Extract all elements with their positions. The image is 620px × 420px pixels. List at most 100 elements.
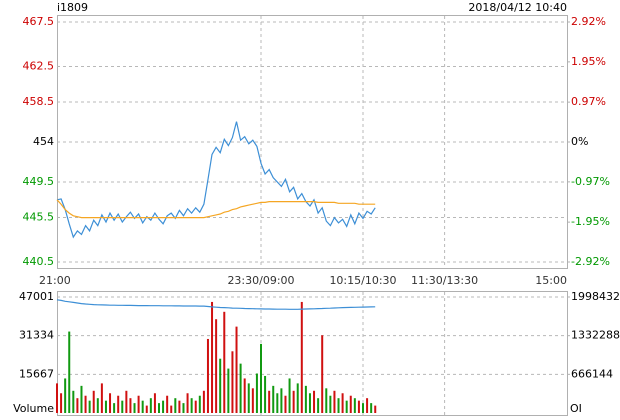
y2-tick-label: 1998432 [571, 290, 620, 303]
y-tick-label: 458.5 [23, 95, 55, 108]
volume-bar [304, 385, 307, 413]
volume-bar [162, 400, 165, 413]
volume-bar [211, 301, 214, 413]
volume-bar [353, 398, 356, 413]
volume-bar [158, 403, 160, 413]
volume-bar [113, 403, 116, 413]
volume-bar [182, 403, 185, 413]
volume-bar [284, 395, 287, 413]
volume-frame [57, 291, 568, 416]
volume-bar [223, 311, 226, 413]
y2-tick-label: 0.97% [571, 95, 606, 108]
volume-bar [137, 395, 140, 413]
volume-bar [255, 373, 258, 413]
volume-bar [227, 368, 230, 413]
volume-bar [104, 400, 107, 413]
volume-bar [288, 378, 291, 413]
volume-bar [76, 398, 79, 413]
volume-bar [251, 388, 254, 413]
volume-bar [235, 326, 238, 413]
volume-bar [88, 400, 91, 413]
volume-bar [374, 405, 377, 413]
volume-bar [174, 398, 177, 413]
symbol-title: i1809 [57, 1, 88, 14]
volume-bar [80, 385, 83, 413]
volume-bar [296, 383, 299, 413]
volume-bar [292, 390, 295, 413]
volume-bar [308, 393, 311, 413]
y2-tick-label: 2.92% [571, 15, 606, 28]
volume-bar [239, 363, 242, 413]
y2-tick-label: 1332288 [571, 329, 620, 342]
volume-bar [100, 383, 103, 413]
volume-bar [300, 301, 303, 413]
y-tick-label: 440.5 [23, 255, 55, 268]
volume-bar [194, 400, 197, 413]
volume-bar [337, 398, 340, 413]
volume-bar [280, 388, 283, 413]
volume-bar [198, 395, 201, 413]
volume-bar [129, 398, 132, 413]
volume-bar [260, 343, 262, 413]
volume-bar [141, 400, 144, 413]
volume-bar [313, 390, 316, 413]
y2-tick-label: 1.95% [571, 55, 606, 68]
x-tick-label: 15:00 [535, 274, 567, 287]
oi-label: OI [570, 402, 582, 415]
volume-bar [317, 398, 320, 413]
y2-tick-label: -2.92% [571, 255, 610, 268]
volume-bar [149, 398, 152, 413]
volume-bar [60, 393, 63, 413]
y-tick-label: 454 [33, 135, 54, 148]
price-line [56, 121, 376, 239]
volume-bar [178, 400, 181, 413]
y-tick-label: 445.5 [23, 211, 55, 224]
volume-bar [190, 398, 193, 413]
volume-bar [219, 358, 222, 413]
price-line [56, 199, 376, 219]
volume-bar [325, 388, 328, 413]
x-tick-label: 23:30/09:00 [227, 274, 294, 287]
volume-bar [92, 390, 95, 413]
volume-bar [370, 403, 373, 413]
volume-bar [145, 405, 148, 413]
volume-bar [206, 338, 209, 413]
volume-bar [153, 393, 156, 413]
volume-bar [243, 378, 246, 413]
volume-bar [202, 390, 205, 413]
y2-tick-label: -0.97% [571, 175, 610, 188]
volume-bar [84, 395, 87, 413]
oi-line [56, 299, 376, 310]
x-tick-label: 21:00 [39, 274, 71, 287]
volume-bar [133, 403, 136, 413]
volume-bar [166, 395, 169, 413]
volume-bar [345, 400, 348, 413]
volume-bar [72, 390, 75, 413]
y-tick-label: 449.5 [23, 175, 55, 188]
volume-bar [121, 400, 124, 413]
volume-bar [333, 390, 336, 413]
volume-bar [268, 390, 271, 413]
volume-bar [170, 405, 173, 413]
volume-bar [64, 378, 67, 413]
volume-label: Volume [13, 402, 54, 415]
volume-bar [125, 390, 128, 413]
volume-bar [68, 331, 71, 413]
volume-bar [96, 398, 99, 413]
volume-bar [366, 398, 369, 413]
volume-bar [264, 375, 267, 413]
y-tick-label: 462.5 [23, 59, 55, 72]
volume-bar [215, 319, 218, 413]
timestamp: 2018/04/12 10:40 [468, 1, 567, 14]
volume-bar [276, 393, 279, 413]
volume-bar [56, 383, 58, 413]
volume-bar [362, 403, 364, 413]
x-tick-label: 11:30/13:30 [411, 274, 478, 287]
volume-bar [357, 400, 360, 413]
volume-bar [321, 335, 324, 413]
y2-tick-label: -1.95% [571, 215, 610, 228]
volume-bar [186, 393, 189, 413]
volume-bar [117, 395, 120, 413]
y-tick-label: 15667 [19, 367, 54, 380]
